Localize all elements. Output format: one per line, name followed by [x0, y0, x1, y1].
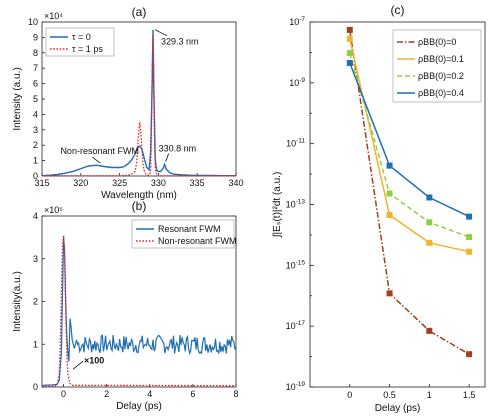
y-tick-label: 10-7 — [289, 16, 305, 27]
annotation-label: Non-resonant FWM — [60, 146, 139, 156]
y-tick-label: 4 — [33, 211, 38, 221]
x-tick-label: 6 — [190, 389, 195, 399]
x-tick-label: 0 — [347, 390, 352, 400]
y-axis-label: Intensity (a.u.) — [12, 67, 23, 130]
series-line-1 — [42, 34, 236, 177]
x-tick-label: 320 — [73, 178, 88, 188]
y-tick-label: 10-13 — [286, 199, 306, 210]
data-point — [346, 50, 353, 57]
data-point — [466, 351, 473, 358]
legend-box — [392, 29, 482, 103]
data-point — [426, 327, 433, 334]
annotation-label: 330.8 nm — [159, 144, 197, 154]
y-tick-label: 2 — [33, 140, 38, 150]
y-tick-label: 10-15 — [286, 259, 306, 270]
x-tick-label: 4 — [147, 389, 152, 399]
x-tick-label: 2 — [104, 389, 109, 399]
y-tick-label: 10-19 — [286, 381, 306, 392]
y-tick-label: 6 — [33, 79, 38, 89]
y-tick-label: 3 — [33, 254, 38, 264]
legend-entry: Resonant FWM — [158, 224, 221, 234]
y-tick-label: 1 — [33, 156, 38, 166]
annotation-arrow — [165, 153, 169, 162]
legend-entry: τ = 0 — [72, 32, 91, 42]
x-axis-label: Delay (ps) — [116, 401, 162, 412]
y-tick-label: 4 — [33, 109, 38, 119]
legend-box — [45, 27, 115, 57]
y-tick-label: 7 — [33, 63, 38, 73]
y-tick-label: 10-11 — [286, 138, 305, 149]
data-point — [466, 213, 473, 220]
data-point — [386, 190, 393, 197]
y-tick-label: 3 — [33, 125, 38, 135]
y-tick-label: 10-9 — [289, 77, 305, 88]
x-tick-label: 1 — [427, 390, 432, 400]
y-axis-label: Intensity(a.u.) — [12, 271, 23, 332]
data-point — [386, 162, 393, 169]
data-point — [346, 59, 353, 66]
y-tick-label: 8 — [33, 48, 38, 58]
x-tick-label: 0 — [61, 389, 66, 399]
y-tick-label: 9 — [33, 32, 38, 42]
y-axis-label: ∫|Eₛ(t)|²dt (a.u.) — [272, 172, 283, 239]
annotation-label: ×100 — [84, 355, 104, 365]
series-line-1 — [349, 38, 470, 253]
data-point — [426, 239, 433, 246]
x-tick-label: 8 — [233, 389, 238, 399]
y-tick-label: 0 — [33, 382, 38, 392]
data-point — [466, 248, 473, 255]
panel-label: (c) — [391, 3, 405, 17]
y-tick-label: 1 — [33, 339, 38, 349]
annotation-arrow — [154, 29, 168, 37]
legend-entry: Non-resonant FWM — [158, 236, 237, 246]
series-line-1 — [42, 235, 237, 387]
legend-entry: ρBB(0)=0.4 — [418, 88, 464, 98]
panel-label: (b) — [132, 199, 147, 213]
legend-entry: ρBB(0)=0 — [418, 37, 456, 47]
data-point — [386, 212, 393, 219]
y-tick-label: 2 — [33, 297, 38, 307]
x-tick-label: 1.5 — [463, 390, 476, 400]
x-tick-label: 335 — [190, 178, 205, 188]
annotation-arrow — [72, 361, 84, 370]
y-tick-label: 5 — [33, 94, 38, 104]
x-tick-label: 325 — [112, 178, 127, 188]
y-tick-label: 10-17 — [286, 320, 306, 331]
panel-label: (a) — [132, 5, 147, 19]
series-line-2 — [349, 52, 470, 238]
legend-box — [131, 219, 235, 249]
data-point — [346, 26, 353, 33]
data-point — [426, 219, 433, 226]
annotation-arrow — [92, 156, 101, 164]
legend-entry: ρBB(0)=0.2 — [418, 71, 464, 81]
x-tick-label: 0.5 — [383, 390, 396, 400]
data-point — [346, 35, 353, 42]
series-line-0 — [41, 237, 237, 386]
y-tick-label: 0 — [33, 171, 38, 181]
y-tick-label: 10 — [28, 17, 38, 27]
legend-entry: τ = 1 ps — [72, 44, 103, 54]
x-tick-label: 315 — [34, 178, 49, 188]
data-point — [466, 234, 473, 241]
data-point — [426, 194, 433, 201]
y-exponent: ×10⁵ — [44, 205, 63, 215]
series-line-3 — [349, 62, 470, 218]
y-exponent: ×10⁴ — [44, 11, 63, 21]
x-tick-label: 330 — [151, 178, 166, 188]
annotation-label: 329.3 nm — [161, 37, 199, 47]
x-axis-label: Wavelength (nm) — [101, 190, 177, 201]
series-line-0 — [41, 29, 236, 177]
data-point — [386, 290, 393, 297]
x-axis-label: Delay (ps) — [375, 403, 421, 414]
x-tick-label: 340 — [228, 178, 243, 188]
legend-entry: ρBB(0)=0.1 — [418, 54, 464, 64]
